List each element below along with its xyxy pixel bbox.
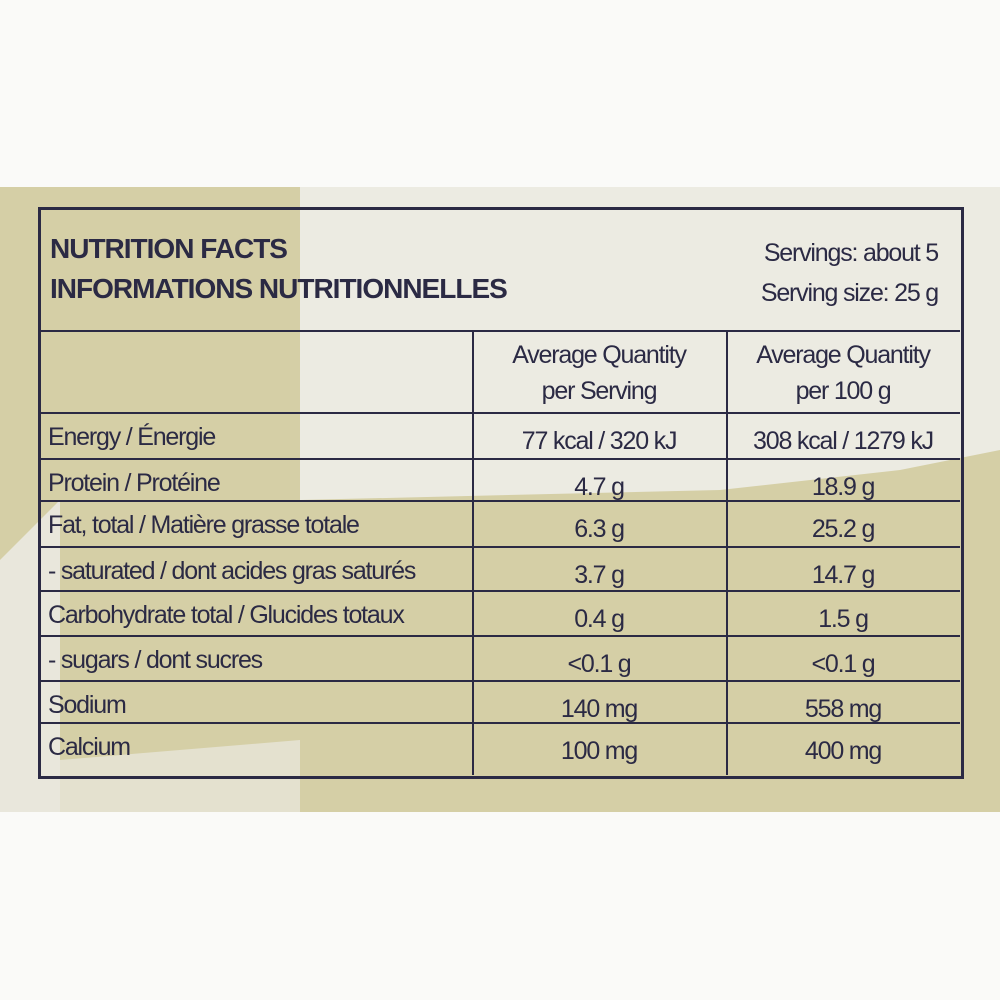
row-value: 6.3 g <box>574 515 625 543</box>
rule <box>40 546 960 548</box>
title-line: INFORMATIONS NUTRITIONNELLES <box>50 273 508 304</box>
row-label: Carbohydrate total / Glucides totaux <box>48 601 405 629</box>
row-value: 25.2 g <box>811 515 876 543</box>
rule <box>40 412 960 414</box>
row-value: 140 mg <box>560 695 638 723</box>
row-value: 1.5 g <box>818 605 869 633</box>
row-label: Energy / Énergie <box>48 423 216 451</box>
row-value: 100 mg <box>560 737 638 765</box>
row-value: <0.1 g <box>567 650 631 678</box>
rule <box>40 500 960 502</box>
row-label: - saturated / dont acides gras saturés <box>48 557 416 585</box>
rule <box>40 330 960 332</box>
title-line: NUTRITION FACTS <box>50 233 288 264</box>
rule <box>472 330 474 775</box>
nutrition-table <box>38 207 964 779</box>
row-value: 14.7 g <box>811 561 876 589</box>
serving-size: Serving size: 25 g <box>760 279 939 307</box>
row-label: Sodium <box>48 691 127 719</box>
column-header: per Serving <box>541 377 658 405</box>
row-label: Fat, total / Matière grasse totale <box>48 511 360 539</box>
row-label: - sugars / dont sucres <box>48 646 263 674</box>
rule <box>726 330 728 775</box>
row-value: 4.7 g <box>574 473 625 501</box>
row-label: Protein / Protéine <box>48 469 221 497</box>
row-value: 0.4 g <box>574 605 625 633</box>
column-header: Average Quantity <box>512 341 687 369</box>
rule <box>40 635 960 637</box>
column-header: per 100 g <box>795 377 892 405</box>
row-value: <0.1 g <box>811 650 875 678</box>
row-value: 400 mg <box>804 737 882 765</box>
row-value: 308 kcal / 1279 kJ <box>753 427 934 455</box>
rule <box>40 722 960 724</box>
servings: Servings: about 5 <box>763 239 939 267</box>
rule <box>40 680 960 682</box>
row-label: Calcium <box>48 733 131 761</box>
row-value: 558 mg <box>804 695 882 723</box>
row-value: 77 kcal / 320 kJ <box>521 427 678 455</box>
row-value: 3.7 g <box>574 561 625 589</box>
rule <box>40 458 960 460</box>
rule <box>40 590 960 592</box>
column-header: Average Quantity <box>756 341 931 369</box>
row-value: 18.9 g <box>811 473 876 501</box>
